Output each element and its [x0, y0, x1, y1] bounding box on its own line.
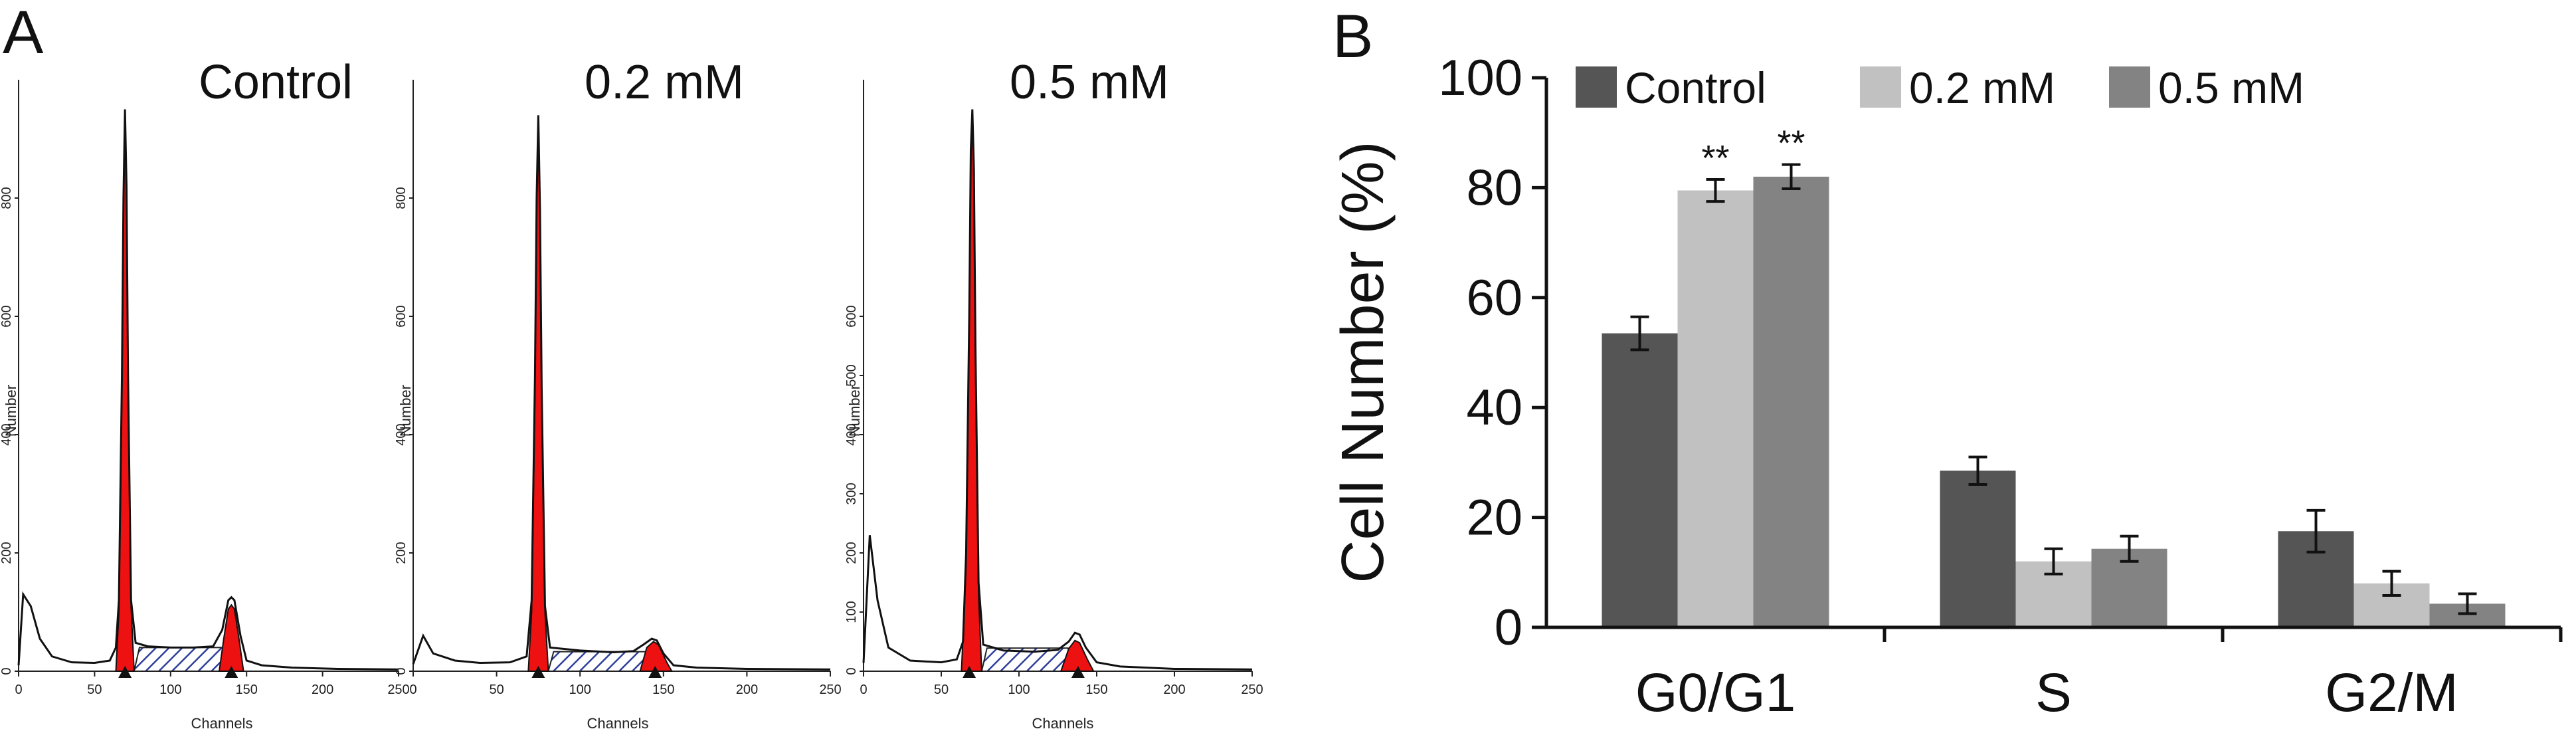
bar-y-tick-label: 0	[1495, 599, 1522, 656]
histogram-y-tick-label: 600	[0, 305, 14, 327]
legend-label: Control	[1625, 63, 1766, 112]
bar-y-axis-title: Cell Number (%)	[1330, 141, 1396, 583]
bar-category-label: S	[2035, 663, 2072, 723]
peak-marker-triangle	[118, 666, 132, 678]
histogram-y-label: Number	[846, 385, 863, 437]
histogram-control: Control 0 50 100 150 200 250 0 200 400 600 800 Cha…	[0, 56, 410, 732]
bar-y-tick-label: 60	[1466, 270, 1522, 326]
histogram-curve	[862, 109, 1253, 671]
peak-marker-triangle	[1071, 666, 1085, 678]
histogram-y-tick-label: 0	[0, 667, 14, 675]
bar-category-label: G0/G1	[1635, 663, 1796, 723]
histogram-0-5mm: 0.5 mM 0 50 100 150 200 250 0 100 200 300 400 500 60…	[844, 56, 1263, 732]
bar-control	[1602, 333, 1678, 627]
histogram-x-tick-label: 100	[1008, 682, 1030, 697]
panel-a-letter: A	[3, 0, 44, 66]
bar-y-tick-label: 100	[1438, 50, 1522, 106]
histogram-y-tick-label: 800	[0, 187, 14, 209]
histogram-x-tick-label: 200	[736, 682, 758, 697]
legend-swatch	[2109, 66, 2150, 108]
histogram-title: Control	[199, 56, 353, 109]
histogram-x-tick-label: 250	[819, 682, 841, 697]
g2-peak-outline	[219, 604, 244, 672]
histogram-y-tick-label: 400	[394, 423, 409, 445]
peak-marker-triangle	[963, 666, 976, 678]
histogram-y-label: Number	[3, 385, 19, 437]
histogram-x-tick-label: 0	[860, 682, 867, 697]
peak-marker-triangle	[648, 666, 662, 678]
histogram-x-tick-label: 200	[1163, 682, 1185, 697]
s-phase-region	[547, 651, 653, 672]
bar-y-tick-label: 20	[1466, 490, 1522, 546]
histogram-y-tick-label: 200	[0, 542, 14, 564]
histogram-x-tick-label: 250	[387, 682, 409, 697]
histogram-y-label: Number	[397, 385, 414, 437]
histogram-y-tick-label: 0	[394, 667, 409, 675]
peak-marker-triangle	[531, 666, 545, 678]
bar-y-tick-label: 80	[1466, 159, 1522, 216]
histogram-x-tick-label: 200	[312, 682, 333, 697]
legend-swatch	[1576, 66, 1617, 108]
histogram-title: 0.2 mM	[585, 56, 744, 109]
significance-marker: **	[1701, 138, 1729, 178]
histogram-curve	[412, 115, 831, 671]
histogram-0-2mm: 0.2 mM 0 50 100 150 200 250 0 200 400 600 800 Chan…	[394, 56, 842, 732]
histogram-x-tick-label: 50	[87, 682, 102, 697]
histogram-x-label: Channels	[587, 715, 649, 732]
histogram-x-tick-label: 150	[652, 682, 674, 697]
s-phase-region	[980, 647, 1075, 672]
bar-0-5-mm	[1753, 176, 1829, 627]
histogram-x-tick-label: 100	[159, 682, 181, 697]
histogram-x-tick-label: 100	[569, 682, 591, 697]
histogram-x-tick-label: 150	[1085, 682, 1107, 697]
histogram-y-tick-label: 800	[394, 187, 409, 209]
histogram-x-label: Channels	[191, 715, 253, 732]
histogram-x-tick-label: 250	[1241, 682, 1263, 697]
histogram-x-tick-label: 50	[934, 682, 949, 697]
histogram-y-tick-label: 600	[844, 305, 859, 327]
histogram-x-tick-label: 50	[489, 682, 504, 697]
histogram-y-tick-label: 400	[844, 423, 859, 445]
histogram-y-tick-label: 200	[394, 542, 409, 564]
histogram-y-tick-label: 200	[844, 542, 859, 564]
histogram-y-tick-label: 0	[844, 667, 859, 675]
histogram-x-tick-label: 0	[15, 682, 22, 697]
bar-chart: ** ** 0 20 40 60 80 100 G0/G1 S G2/M Control 0.2 m…	[1330, 50, 2563, 723]
histogram-y-tick-label: 300	[844, 482, 859, 504]
s-phase-region	[133, 647, 229, 672]
legend-label: 0.5 mM	[2158, 63, 2304, 112]
histogram-y-tick-label: 100	[844, 601, 859, 623]
histogram-y-tick-label: 600	[394, 305, 409, 327]
histogram-x-tick-label: 0	[409, 682, 416, 697]
bar-y-tick-label: 40	[1466, 379, 1522, 436]
histogram-y-tick-label: 500	[844, 364, 859, 386]
bar-0-2-mm	[1677, 190, 1754, 627]
histogram-x-label: Channels	[1032, 715, 1094, 732]
histogram-y-tick-label: 400	[0, 423, 14, 445]
significance-marker: **	[1777, 124, 1805, 163]
panel-b-letter: B	[1333, 3, 1373, 70]
peak-marker-triangle	[225, 666, 238, 678]
bar-category-label: G2/M	[2325, 663, 2458, 723]
legend-label: 0.2 mM	[1909, 63, 2055, 112]
histogram-title: 0.5 mM	[1010, 56, 1169, 109]
g2-peak-outline	[1060, 640, 1095, 672]
histogram-curve	[17, 109, 399, 671]
histogram-x-tick-label: 150	[236, 682, 258, 697]
legend-swatch	[1860, 66, 1901, 108]
bar-control	[1940, 471, 2016, 627]
